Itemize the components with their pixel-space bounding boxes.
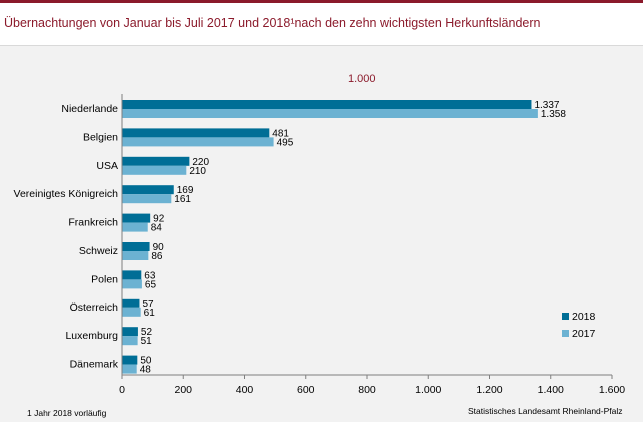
x-tick-label: 1.400 xyxy=(538,384,564,396)
bar-2018 xyxy=(122,270,142,280)
data-label: 481 xyxy=(272,128,289,139)
top-accent-bar xyxy=(0,0,643,3)
bar-2017 xyxy=(122,194,172,204)
legend-label: 2018 xyxy=(572,311,596,323)
bar-2018 xyxy=(122,156,190,166)
chart-title: Übernachtungen von Januar bis Juli 2017 … xyxy=(4,16,541,30)
bar-2018 xyxy=(122,128,270,138)
x-tick-label: 1.000 xyxy=(415,384,441,396)
bar-2017 xyxy=(122,307,141,317)
data-label: 48 xyxy=(140,365,152,376)
data-label: 50 xyxy=(140,356,152,367)
category-label: Luxemburg xyxy=(65,330,118,342)
data-label: 65 xyxy=(145,279,157,290)
data-label: 1.337 xyxy=(534,100,559,111)
bar-2018 xyxy=(122,355,138,365)
footnote: 1 Jahr 2018 vorläufig xyxy=(27,408,107,418)
data-label: 51 xyxy=(141,336,153,347)
unit-label: 1.000 xyxy=(348,73,376,85)
category-label: Schweiz xyxy=(79,245,118,257)
bar-2017 xyxy=(122,336,138,346)
data-label: 92 xyxy=(153,214,165,225)
data-label: 220 xyxy=(192,157,209,168)
data-label: 86 xyxy=(151,251,163,262)
bar-2017 xyxy=(122,279,142,289)
data-label: 52 xyxy=(141,327,153,338)
bar-2018 xyxy=(122,327,138,337)
bar-2017 xyxy=(122,109,538,118)
data-label: 63 xyxy=(144,270,156,281)
x-tick-label: 200 xyxy=(174,384,192,396)
data-label: 61 xyxy=(144,308,156,319)
legend-swatch-2018 xyxy=(562,313,569,320)
data-label: 161 xyxy=(174,194,191,205)
data-label: 1.358 xyxy=(541,109,566,120)
bar-2017 xyxy=(122,251,149,260)
x-tick-label: 1.600 xyxy=(599,384,625,396)
data-label: 495 xyxy=(277,137,294,148)
data-label: 169 xyxy=(177,185,194,196)
bar-2017 xyxy=(122,222,148,232)
bar-2018 xyxy=(122,298,140,308)
x-tick-label: 800 xyxy=(358,384,376,396)
bar-2017 xyxy=(122,137,274,147)
bar-2017 xyxy=(122,165,187,175)
category-label: Österreich xyxy=(70,302,119,314)
data-label: 90 xyxy=(153,242,165,253)
source-note: Statistisches Landesamt Rheinland-Pfalz xyxy=(468,406,623,416)
category-label: Belgien xyxy=(83,131,118,143)
category-label: USA xyxy=(96,160,118,172)
legend-label: 2017 xyxy=(572,328,596,340)
data-label: 84 xyxy=(151,223,163,234)
bar-2018 xyxy=(122,242,150,251)
bar-2018 xyxy=(122,213,151,223)
bar-2017 xyxy=(122,364,137,374)
data-label: 210 xyxy=(189,166,206,177)
category-label: Vereinigtes Königreich xyxy=(14,188,119,200)
category-label: Polen xyxy=(91,273,118,285)
category-label: Niederlande xyxy=(61,103,118,115)
bar-2018 xyxy=(122,100,532,109)
x-tick-label: 0 xyxy=(119,384,125,396)
x-tick-label: 1.200 xyxy=(476,384,502,396)
x-tick-label: 400 xyxy=(236,384,254,396)
x-tick-label: 600 xyxy=(297,384,315,396)
category-label: Frankreich xyxy=(68,217,118,229)
category-label: Dänemark xyxy=(70,359,119,371)
data-label: 57 xyxy=(142,299,154,310)
bar-2018 xyxy=(122,185,174,195)
legend-swatch-2017 xyxy=(562,330,569,337)
title-divider xyxy=(0,45,643,46)
